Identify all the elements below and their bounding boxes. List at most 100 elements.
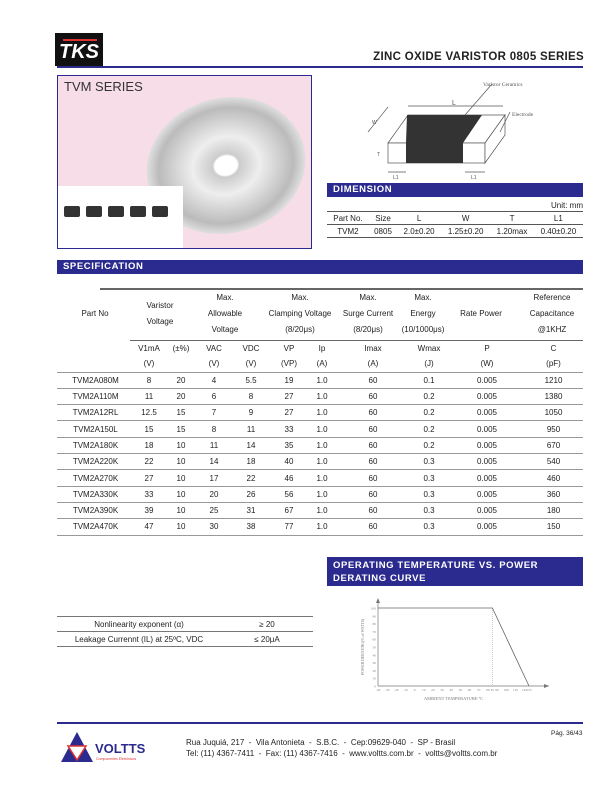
spec-cell: 10 bbox=[164, 485, 198, 503]
spec-cell: 60 bbox=[338, 501, 408, 519]
misc-label: Nonlinearity exponent (α) bbox=[57, 616, 221, 632]
x-tick-label: -30 bbox=[385, 688, 390, 692]
spec-cell: 1.0 bbox=[306, 371, 338, 389]
x-tick-label: 50 bbox=[459, 688, 463, 692]
spec-cell: 31 bbox=[230, 501, 272, 519]
table-row: TVM2A330K 33 10 20 26 56 1.0 60 0.3 0.005 360 bbox=[57, 485, 583, 503]
spec-cell: Imax bbox=[364, 344, 382, 354]
spec-cell: 1.0 bbox=[306, 453, 338, 470]
spec-cell: 22 bbox=[134, 453, 164, 470]
spec-header-energy: Max. Energy (10/1000μs) bbox=[378, 290, 468, 338]
spec-cell: 27 bbox=[272, 404, 306, 421]
y-tick-label: 0 bbox=[374, 685, 376, 689]
x-tick-label: -40 bbox=[376, 688, 381, 692]
y-tick-label: 10 bbox=[373, 677, 377, 681]
spec-cell: 0.005 bbox=[450, 453, 524, 470]
spec-cell: (A) bbox=[367, 359, 379, 369]
tks-logo: TKS bbox=[55, 33, 103, 66]
spec-cell: TVM2A220K bbox=[57, 453, 134, 470]
dim-col: Part No. bbox=[333, 213, 363, 223]
x-tick-label: 90 bbox=[495, 688, 499, 692]
derating-chart: 0 10 20 30 40 50 60 70 80 90 100 -40 -30 -20 -10 0 10 20 3… bbox=[361, 598, 549, 701]
x-tick-label: -20 bbox=[394, 688, 399, 692]
x-tick-label: 30 bbox=[440, 688, 444, 692]
spec-cell: 35 bbox=[272, 436, 306, 454]
spec-header-line: (8/20μs) bbox=[353, 325, 383, 334]
x-tick-label: 120 bbox=[522, 688, 528, 692]
spec-cell: 10 bbox=[164, 518, 198, 536]
dim-cell: 0.40±0.20 bbox=[540, 226, 577, 236]
spec-cell: TVM2A12RL bbox=[57, 404, 134, 421]
label-L1-left: L1 bbox=[393, 175, 399, 181]
spec-header-clamping: Max. Clamping Voltage (8/20μs) bbox=[255, 290, 345, 338]
spec-header-line: Clamping Voltage bbox=[268, 309, 332, 318]
y-tick-label: 20 bbox=[373, 669, 377, 673]
spec-cell: 14 bbox=[230, 436, 272, 454]
spec-cell: 0.005 bbox=[450, 404, 524, 421]
spec-cell: 60 bbox=[338, 387, 408, 405]
footer-rule bbox=[57, 722, 583, 724]
spec-cell: 27 bbox=[272, 387, 306, 405]
spec-cell: 46 bbox=[272, 469, 306, 487]
spec-cell: 26 bbox=[230, 485, 272, 503]
spec-cell: 0.1 bbox=[408, 371, 450, 389]
dim-cell: 1.25±0.20 bbox=[447, 226, 484, 236]
spec-cell: 67 bbox=[272, 501, 306, 519]
spec-cell: 60 bbox=[338, 371, 408, 389]
spec-cell: 0.005 bbox=[450, 420, 524, 438]
spec-cell: 0.005 bbox=[450, 371, 524, 389]
spec-cell: 11 bbox=[134, 387, 164, 405]
spec-cell: 180 bbox=[524, 501, 583, 519]
brand-sub: Componentes Eletrônicos bbox=[96, 757, 136, 761]
spec-cell: 4 bbox=[198, 371, 230, 389]
footer-contact: Tel: (11) 4367-7411 - Fax: (11) 4367-741… bbox=[186, 749, 498, 758]
spec-cell: 1.0 bbox=[306, 436, 338, 454]
brand-name: VOLTTS bbox=[95, 741, 146, 756]
spec-cell: (pF) bbox=[546, 359, 561, 369]
spec-cell: 360 bbox=[524, 485, 583, 503]
derating-heading-line1: OPERATING TEMPERATURE VS. POWER bbox=[333, 560, 539, 571]
spec-header-line: Max. bbox=[359, 293, 377, 302]
spec-cell: TVM2A330K bbox=[57, 485, 134, 503]
spec-cell: 5.5 bbox=[230, 371, 272, 389]
spec-cell: (VP) bbox=[281, 359, 297, 369]
spec-cell: 14 bbox=[198, 453, 230, 470]
spec-cell: 20 bbox=[198, 485, 230, 503]
derating-heading: OPERATING TEMPERATURE VS. POWER DERATING… bbox=[327, 557, 583, 586]
spec-header-line: @1KHZ bbox=[537, 325, 567, 334]
dim-cell: 0805 bbox=[374, 226, 392, 236]
table-row: TVM2A180K 18 10 11 14 35 1.0 60 0.2 0.005 670 bbox=[57, 436, 583, 454]
spec-cell: 10 bbox=[164, 453, 198, 470]
spec-cell: 0.005 bbox=[450, 469, 524, 487]
spec-cell: (A) bbox=[316, 359, 328, 369]
spec-cell: 15 bbox=[164, 420, 198, 438]
label-L1-right: L1 bbox=[471, 175, 477, 181]
spec-cell: 8 bbox=[198, 420, 230, 438]
spec-cell: 0.005 bbox=[450, 436, 524, 454]
spec-cell: 18 bbox=[134, 436, 164, 454]
dim-col: L bbox=[416, 213, 422, 223]
spec-cell: 60 bbox=[338, 436, 408, 454]
photo-title: TVM SERIES bbox=[64, 79, 143, 94]
label-electrode: Electrode bbox=[512, 112, 534, 118]
x-axis-arrow bbox=[544, 684, 549, 688]
spec-cell: 19 bbox=[272, 371, 306, 389]
dim-cell: 1.20max bbox=[496, 226, 528, 236]
spec-header-line: Capacitance bbox=[529, 309, 575, 318]
x-tick-label: 0 bbox=[414, 688, 416, 692]
characteristics-table: Nonlinearity exponent (α) ≥ 20 Leakage Cu… bbox=[57, 616, 313, 647]
spec-header-line: Voltage bbox=[146, 317, 174, 326]
spec-cell: 60 bbox=[338, 518, 408, 536]
spec-unit-row: (V) (V) (V) (VP) (A) (A) (J) (W) (pF) bbox=[57, 356, 583, 372]
spec-symbol-row: V1mA (±%) VAC VDC VP Ip Imax Wmax P C bbox=[57, 341, 583, 356]
spec-header-line: Max. bbox=[216, 293, 234, 302]
spec-cell: 1.0 bbox=[306, 404, 338, 421]
spec-header-line: (8/20μs) bbox=[285, 325, 315, 334]
spec-cell: 20 bbox=[164, 387, 198, 405]
table-row: TVM2A270K 27 10 17 22 46 1.0 60 0.3 0.005 460 bbox=[57, 469, 583, 487]
x-tick-label: 80 bbox=[486, 688, 490, 692]
label-L: L bbox=[452, 100, 456, 107]
x-tick-label: 10 bbox=[422, 688, 426, 692]
y-tick-label: 80 bbox=[373, 622, 377, 626]
spec-cell: 60 bbox=[338, 404, 408, 421]
